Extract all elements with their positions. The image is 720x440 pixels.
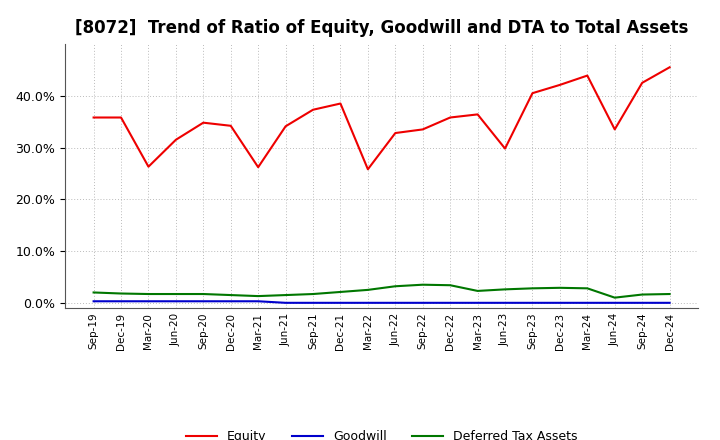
Equity	[199, 120, 207, 125]
Equity	[89, 115, 98, 120]
Goodwill	[391, 300, 400, 305]
Deferred Tax Assets	[418, 282, 427, 287]
Goodwill	[89, 299, 98, 304]
Deferred Tax Assets	[199, 291, 207, 297]
Deferred Tax Assets	[89, 290, 98, 295]
Equity	[611, 127, 619, 132]
Equity	[528, 91, 537, 96]
Equity	[336, 101, 345, 106]
Title: [8072]  Trend of Ratio of Equity, Goodwill and DTA to Total Assets: [8072] Trend of Ratio of Equity, Goodwil…	[75, 19, 688, 37]
Equity	[364, 167, 372, 172]
Deferred Tax Assets	[336, 290, 345, 295]
Goodwill	[446, 300, 454, 305]
Deferred Tax Assets	[144, 291, 153, 297]
Deferred Tax Assets	[638, 292, 647, 297]
Goodwill	[418, 300, 427, 305]
Goodwill	[638, 300, 647, 305]
Goodwill	[528, 300, 537, 305]
Goodwill	[254, 299, 263, 304]
Goodwill	[473, 300, 482, 305]
Deferred Tax Assets	[117, 291, 125, 296]
Equity	[282, 124, 290, 129]
Goodwill	[364, 300, 372, 305]
Goodwill	[117, 299, 125, 304]
Equity	[144, 164, 153, 169]
Line: Goodwill: Goodwill	[94, 301, 670, 303]
Line: Deferred Tax Assets: Deferred Tax Assets	[94, 285, 670, 297]
Equity	[556, 82, 564, 88]
Deferred Tax Assets	[282, 293, 290, 298]
Equity	[309, 107, 318, 112]
Equity	[446, 115, 454, 120]
Equity	[117, 115, 125, 120]
Deferred Tax Assets	[364, 287, 372, 293]
Deferred Tax Assets	[226, 293, 235, 298]
Goodwill	[665, 300, 674, 305]
Deferred Tax Assets	[171, 291, 180, 297]
Goodwill	[556, 300, 564, 305]
Deferred Tax Assets	[665, 291, 674, 297]
Deferred Tax Assets	[473, 288, 482, 293]
Equity	[583, 73, 592, 78]
Goodwill	[282, 300, 290, 305]
Equity	[665, 65, 674, 70]
Goodwill	[226, 299, 235, 304]
Deferred Tax Assets	[391, 284, 400, 289]
Goodwill	[199, 299, 207, 304]
Deferred Tax Assets	[528, 286, 537, 291]
Equity	[254, 165, 263, 170]
Equity	[391, 130, 400, 136]
Equity	[171, 137, 180, 143]
Legend: Equity, Goodwill, Deferred Tax Assets: Equity, Goodwill, Deferred Tax Assets	[181, 425, 582, 440]
Deferred Tax Assets	[583, 286, 592, 291]
Goodwill	[171, 299, 180, 304]
Line: Equity: Equity	[94, 67, 670, 169]
Goodwill	[336, 300, 345, 305]
Deferred Tax Assets	[500, 287, 509, 292]
Deferred Tax Assets	[446, 282, 454, 288]
Goodwill	[611, 300, 619, 305]
Deferred Tax Assets	[611, 295, 619, 300]
Deferred Tax Assets	[254, 293, 263, 299]
Goodwill	[500, 300, 509, 305]
Equity	[473, 112, 482, 117]
Deferred Tax Assets	[556, 285, 564, 290]
Deferred Tax Assets	[309, 291, 318, 297]
Equity	[418, 127, 427, 132]
Equity	[500, 146, 509, 151]
Goodwill	[583, 300, 592, 305]
Goodwill	[309, 300, 318, 305]
Equity	[638, 80, 647, 85]
Equity	[226, 123, 235, 128]
Goodwill	[144, 299, 153, 304]
